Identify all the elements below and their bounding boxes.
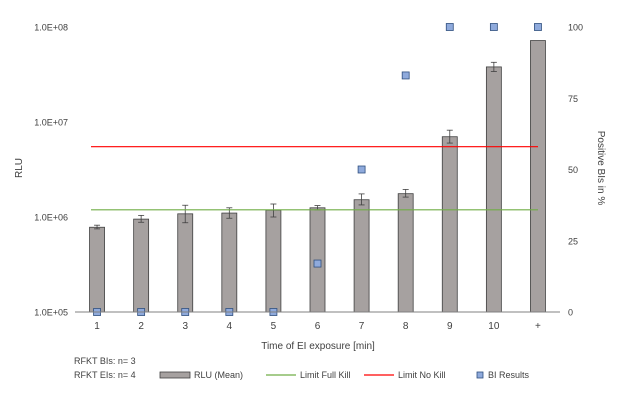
bi-point-10 xyxy=(489,23,498,31)
bar-7 xyxy=(353,199,370,313)
y2-axis-label: Positive BIs in % xyxy=(595,131,606,206)
x-tick-label: 10 xyxy=(488,321,500,332)
x-tick-label: 7 xyxy=(359,321,365,332)
legend-label-bi: BI Results xyxy=(488,370,530,380)
bar-5 xyxy=(265,209,282,313)
y2-tick-label: 100 xyxy=(568,23,583,33)
bar-series xyxy=(89,40,546,313)
x-tick-label: 5 xyxy=(271,321,277,332)
y2-tick-label: 25 xyxy=(568,236,578,246)
limit-lines xyxy=(91,146,538,211)
legend: RLU (Mean) Limit Full Kill Limit No Kill… xyxy=(159,370,530,380)
y2-tick-label: 0 xyxy=(568,308,573,318)
bi-point-6 xyxy=(313,259,322,268)
x-tick-label: 8 xyxy=(403,321,409,332)
bar-4 xyxy=(221,212,238,313)
x-tick-label: 4 xyxy=(227,321,233,332)
y-axis-label: RLU xyxy=(14,158,25,178)
y2-tick-label: 75 xyxy=(568,94,578,104)
note-bis: RFKT BIs: n= 3 xyxy=(74,356,136,366)
bar-2 xyxy=(133,218,150,313)
x-axis-label: Time of EI exposure [min] xyxy=(261,341,375,352)
bar-1 xyxy=(89,226,105,313)
x-tick-label: 6 xyxy=(315,321,321,332)
bar-10 xyxy=(485,66,502,313)
bar-3 xyxy=(177,213,194,313)
x-tick-label: 1 xyxy=(94,321,100,332)
bi-point-9 xyxy=(445,23,454,31)
bar-+ xyxy=(530,40,546,313)
y2-tick-label: 50 xyxy=(568,165,578,175)
legend-label-rlu: RLU (Mean) xyxy=(194,370,243,380)
note-eis: RFKT EIs: n= 4 xyxy=(74,370,136,380)
bi-point-8 xyxy=(401,71,410,80)
error-bars xyxy=(94,61,497,230)
x-tick-label: 9 xyxy=(447,321,453,332)
bi-point-+ xyxy=(534,23,542,31)
y-tick-label: 1.0E+07 xyxy=(34,118,68,128)
y-tick-label: 1.0E+06 xyxy=(34,213,68,223)
legend-marker-bi xyxy=(476,371,484,379)
bi-point-7 xyxy=(357,165,366,174)
y-tick-label: 1.0E+05 xyxy=(34,308,68,318)
legend-label-no-kill: Limit No Kill xyxy=(398,370,446,380)
x-tick-label: 2 xyxy=(138,321,144,332)
x-tick-label: 3 xyxy=(182,321,188,332)
y-tick-label: 1.0E+08 xyxy=(34,23,68,33)
bar-9 xyxy=(441,136,458,313)
tick-labels: 1 2 3 4 5 6 7 8 9 10 +1.0E+05 1.0E+06 1.0E+07 1.0E+08… xyxy=(34,23,583,333)
legend-swatch-rlu xyxy=(159,371,191,379)
x-tick-label: + xyxy=(535,321,541,332)
bar-8 xyxy=(397,193,414,313)
legend-label-full-kill: Limit Full Kill xyxy=(300,370,351,380)
